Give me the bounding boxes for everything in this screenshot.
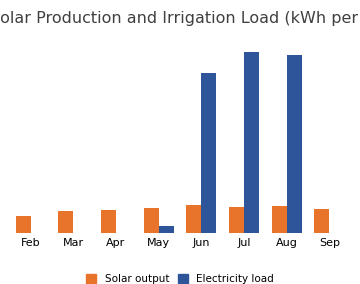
Bar [287, 55, 302, 233]
Bar [229, 207, 244, 233]
Bar [272, 206, 287, 233]
Bar [144, 208, 159, 233]
Bar [58, 211, 73, 233]
Bar [16, 216, 31, 233]
Bar [314, 209, 329, 233]
Text: Solar Production and Irrigation Load (kWh per month): Solar Production and Irrigation Load (kW… [0, 11, 360, 26]
Bar [201, 73, 216, 233]
Bar [244, 52, 259, 233]
Legend: Solar output, Electricity load: Solar output, Electricity load [82, 270, 278, 284]
Bar [101, 210, 116, 233]
Bar [159, 226, 174, 233]
Bar [186, 205, 201, 233]
